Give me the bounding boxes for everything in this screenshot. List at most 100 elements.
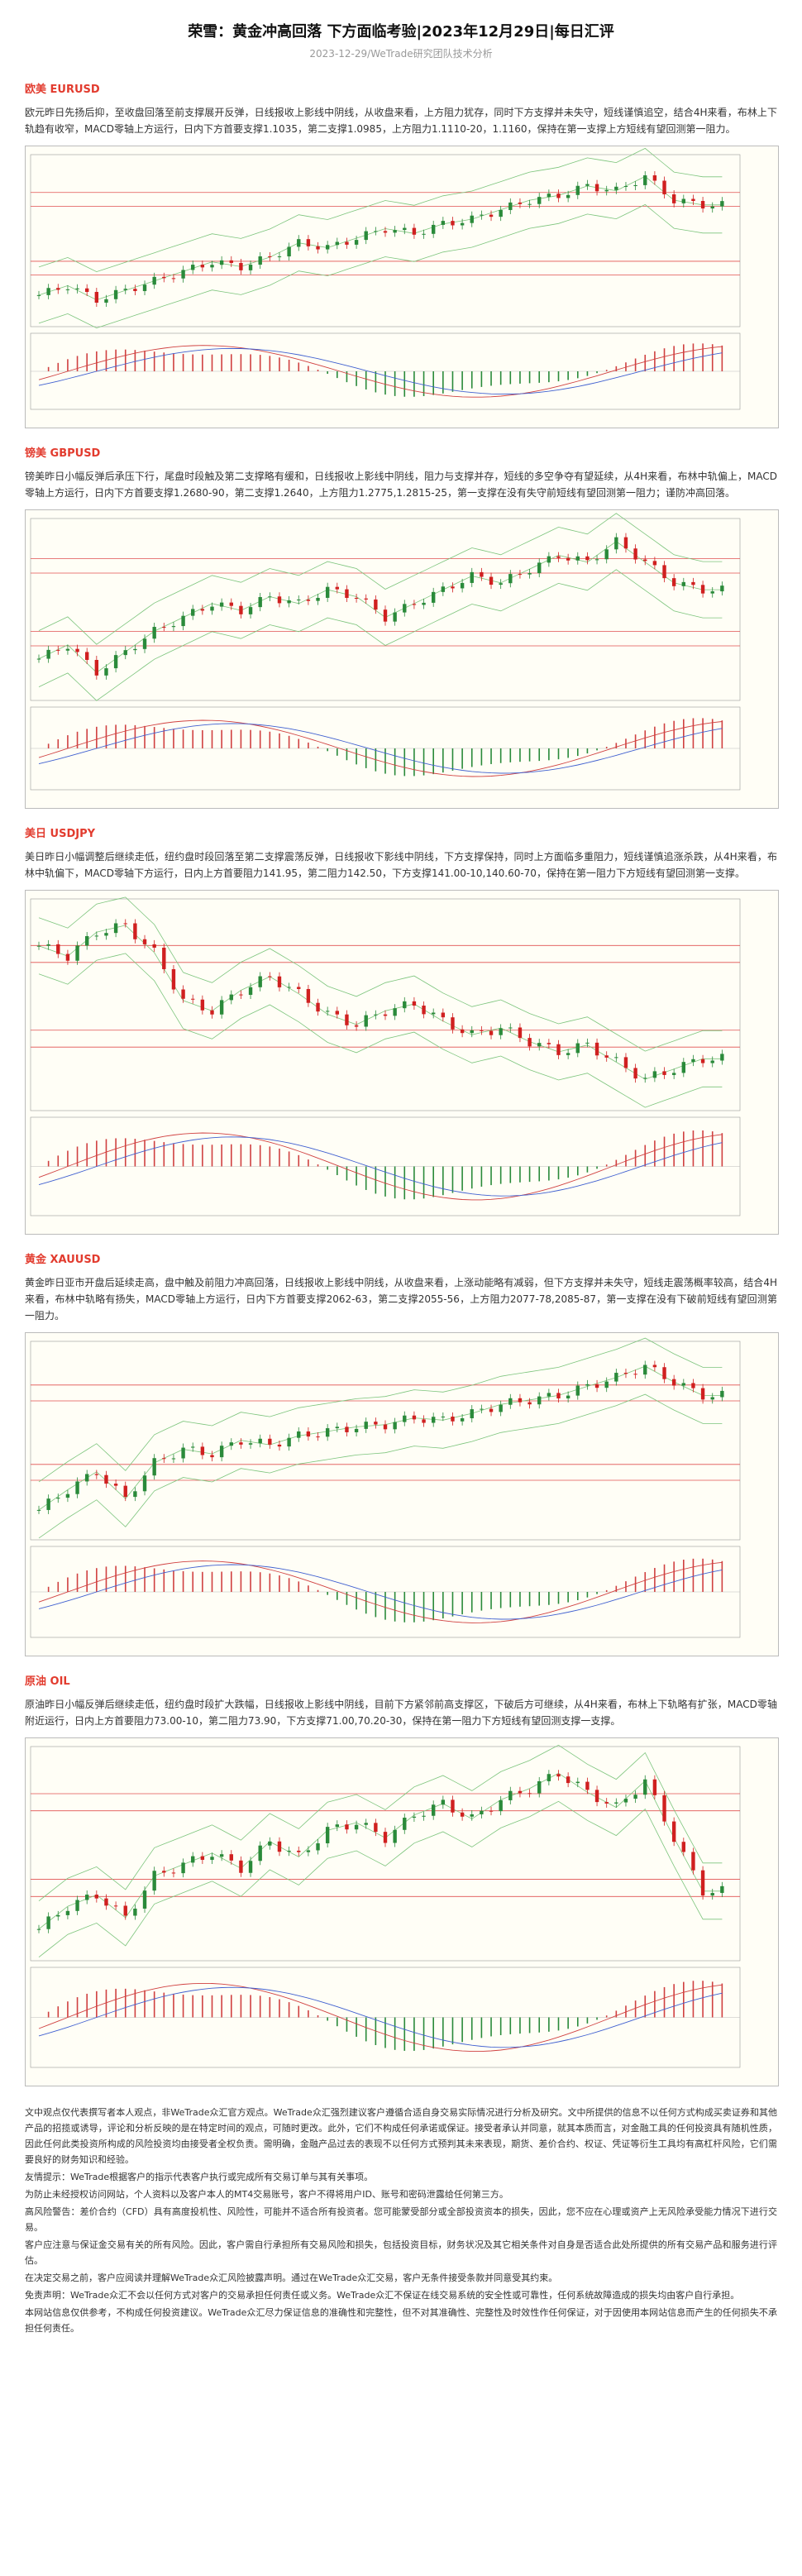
candle-body [691, 1059, 695, 1063]
candle-body [219, 1854, 224, 1857]
candle-body [287, 1437, 291, 1447]
candle-body [316, 246, 320, 250]
candle-body [354, 598, 359, 600]
candle-body [171, 968, 176, 990]
bollinger-upper [38, 147, 723, 273]
candle-body [614, 186, 618, 190]
bollinger-lower [38, 569, 723, 701]
candle-body [113, 923, 118, 934]
candle-body [460, 1418, 465, 1422]
candle-body [681, 1383, 686, 1386]
candle-body [306, 988, 311, 1003]
candle-body [306, 1850, 311, 1852]
candle-body [75, 1481, 79, 1494]
bollinger-mid [38, 925, 723, 1080]
candle-body [56, 288, 60, 290]
candle-body [431, 1417, 436, 1423]
section-text: 原油昨日小幅反弹后继续走低，纽约盘时段扩大跌幅，日线报收上影线中阴线，目前下方紧… [25, 1699, 777, 1727]
candle-body [316, 597, 320, 601]
candle-body [547, 556, 551, 563]
candle-body [585, 184, 590, 186]
section-text: 镑美昨日小幅反弹后承压下行，尾盘时段触及第二支撑略有缓和，日线报收上影线中阴线，… [25, 471, 777, 499]
candle-body [480, 1810, 484, 1814]
disclaimer-paragraph: 文中观点仅代表撰写者本人观点，非WeTrade众汇官方观点。WeTrade众汇强… [25, 2107, 777, 2165]
candle-body [36, 1509, 41, 1511]
candle-body [277, 256, 282, 258]
candle-body [594, 1790, 599, 1803]
candle-body [345, 1014, 349, 1025]
candle-body [335, 1824, 340, 1828]
candle-body [403, 227, 407, 231]
candle-body [594, 1042, 599, 1056]
section-gbpusd: 镑美 GBPUSD 镑美昨日小幅反弹后承压下行，尾盘时段触及第二支撑略有缓和，日… [25, 447, 779, 809]
candle-body [431, 1012, 436, 1015]
candle-body [633, 1795, 637, 1799]
bollinger-upper [38, 896, 723, 1052]
candle-body [470, 215, 474, 223]
signal-line [38, 1136, 723, 1197]
candle-body [451, 1799, 455, 1813]
candle-body [191, 998, 195, 1000]
candle-body [364, 1015, 368, 1027]
candle-body [480, 1030, 484, 1031]
candle-body [691, 1383, 695, 1388]
disclaimer-paragraph: 本网站信息仅供参考，不构成任何投资建议。WeTrade众汇尽力保证信息的准确性和… [25, 2307, 777, 2334]
section-heading: 原油 OIL [25, 1675, 70, 1688]
section-oil: 原油 OIL 原油昨日小幅反弹后继续走低，纽约盘时段扩大跌幅，日线报收上影线中阴… [25, 1675, 779, 2086]
candle-body [499, 1028, 503, 1035]
candle-body [210, 1857, 214, 1860]
candle-body [633, 548, 637, 560]
candle-body [152, 1458, 156, 1476]
candle-body [662, 565, 666, 579]
candle-body [383, 1832, 388, 1843]
candle-body [335, 586, 340, 590]
macd-line [38, 1132, 723, 1201]
page-subtitle: 2023-12-29/WeTrade研究团队技术分析 [309, 48, 493, 60]
macd-line [38, 1982, 723, 2053]
candle-body [248, 1443, 253, 1445]
candle-body [623, 1057, 628, 1068]
candle-body [46, 649, 50, 659]
candle-body [46, 1916, 50, 1929]
candle-body [441, 586, 446, 592]
main-panel [30, 1341, 741, 1541]
disclaimer-paragraph: 高风险警告：差价合约（CFD）具有高度投机性、风险性，可能并不适合所有投资者。您… [25, 2206, 777, 2233]
candle-body [422, 602, 426, 605]
candle-body [652, 1071, 657, 1078]
candle-body [441, 1012, 446, 1018]
candle-body [258, 1845, 262, 1862]
candle-body [451, 1416, 455, 1422]
candle-body [248, 987, 253, 996]
candle-body [412, 227, 417, 235]
candle-body [691, 581, 695, 585]
candle-body [566, 1395, 570, 1399]
candle-body [470, 1409, 474, 1419]
candle-body [84, 1474, 89, 1482]
signal-line [38, 1986, 723, 2048]
candle-body [403, 604, 407, 613]
candle-body [65, 648, 70, 651]
candle-body [383, 231, 388, 233]
candle-body [229, 260, 233, 263]
candle-body [594, 559, 599, 561]
candle-body [200, 999, 205, 1011]
candle-body [643, 1364, 647, 1375]
candle-body [422, 1006, 426, 1015]
candle-body [518, 1790, 523, 1794]
candle-body [133, 1908, 137, 1916]
candle-body [248, 607, 253, 614]
candle-body [229, 1854, 233, 1861]
candle-body [162, 276, 166, 279]
candle-body [528, 1038, 532, 1047]
disclaimer-paragraph: 为防止未经授权访问网站，个人资料以及客户本人的MT4交易账号，客户不得将用户ID… [25, 2189, 508, 2200]
candle-body [662, 1367, 666, 1379]
candle-body [480, 571, 484, 577]
candle-body [56, 649, 60, 651]
bollinger-mid [38, 1772, 723, 1930]
chart-usdjpy [25, 890, 779, 1235]
candle-body [335, 1011, 340, 1015]
candle-body [652, 561, 657, 566]
candle-body [345, 589, 349, 599]
report-page: 荣雪：黄金冲高回落 下方面临考验|2023年12月29日|每日汇评 2023-1… [25, 23, 779, 2334]
candle-body [277, 976, 282, 987]
